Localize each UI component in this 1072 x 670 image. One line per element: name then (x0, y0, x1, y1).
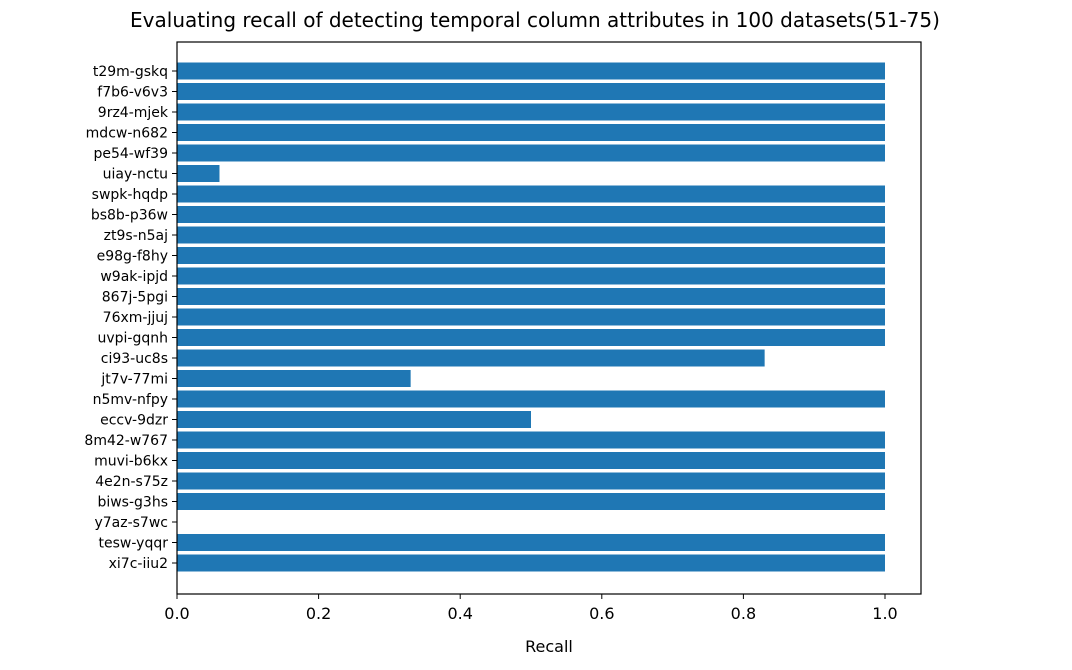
x-tick-label: 0.8 (731, 604, 756, 623)
bar-mdcw-n682 (177, 124, 885, 141)
y-tick-label: n5mv-nfpy (93, 392, 168, 408)
x-tick-label: 0.0 (164, 604, 189, 623)
x-tick-label: 0.4 (447, 604, 472, 623)
y-tick-label: t29m-gskq (93, 64, 168, 80)
bar-ci93-uc8s (177, 349, 765, 367)
chart-title: Evaluating recall of detecting temporal … (130, 8, 940, 32)
bar-pe54-wf39 (177, 144, 885, 162)
bar-8m42-w767 (177, 431, 885, 449)
y-tick-label: muvi-b6kx (94, 454, 168, 470)
y-tick-label: zt9s-n5aj (104, 228, 168, 244)
y-tick-label: uiay-nctu (103, 167, 168, 183)
bar-t29m-gskq (177, 62, 885, 80)
bars-group (177, 62, 885, 572)
bar-w9ak-ipjd (177, 267, 885, 285)
y-tick-label: y7az-s7wc (94, 515, 168, 531)
bar-eccv-9dzr (177, 411, 531, 428)
y-tick-label: jt7v-77mi (100, 372, 168, 388)
bar-76xm-jjuj (177, 308, 885, 326)
bar-muvi-b6kx (177, 452, 885, 469)
bar-n5mv-nfpy (177, 390, 885, 408)
y-tick-label: eccv-9dzr (100, 413, 168, 429)
y-tick-label: mdcw-n682 (86, 126, 168, 142)
y-tick-label: ci93-uc8s (101, 351, 168, 367)
bar-xi7c-iiu2 (177, 554, 885, 572)
plot-frame (176, 41, 922, 595)
bar-uiay-nctu (177, 165, 220, 182)
y-tick-label: 9rz4-mjek (98, 105, 169, 121)
y-axis-ticks: t29m-gskq f7b6-v6v3 9rz4-mjek mdcw-n682 pe54… (84, 64, 177, 572)
bar-zt9s-n5aj (177, 226, 885, 244)
y-tick-label: f7b6-v6v3 (97, 85, 168, 101)
x-tick-label: 0.2 (306, 604, 331, 623)
bar-867j-5pgi (177, 288, 885, 305)
y-tick-label: swpk-hqdp (92, 187, 168, 203)
x-axis-label: Recall (525, 637, 573, 656)
bar-swpk-hqdp (177, 185, 885, 203)
y-tick-label: e98g-f8hy (97, 249, 168, 265)
bar-f7b6-v6v3 (177, 83, 885, 100)
bar-e98g-f8hy (177, 247, 885, 264)
y-tick-label: uvpi-gqnh (97, 331, 168, 347)
y-tick-label: tesw-yqqr (99, 536, 169, 552)
y-tick-label: xi7c-iiu2 (109, 556, 168, 572)
y-tick-label: biws-g3hs (97, 495, 168, 511)
y-tick-label: bs8b-p36w (91, 208, 168, 224)
x-tick-label: 1.0 (872, 604, 897, 623)
bar-jt7v-77mi (177, 370, 411, 387)
x-axis-ticks: 0.0 0.2 0.4 0.6 0.8 1.0 (164, 594, 898, 623)
y-tick-label: pe54-wf39 (93, 146, 168, 162)
bar-uvpi-gqnh (177, 329, 885, 346)
y-tick-label: 4e2n-s75z (95, 474, 168, 490)
bar-4e2n-s75z (177, 472, 885, 490)
bar-tesw-yqqr (177, 534, 885, 551)
bar-biws-g3hs (177, 493, 885, 510)
y-tick-label: w9ak-ipjd (100, 269, 168, 285)
y-tick-label: 76xm-jjuj (103, 310, 168, 326)
y-tick-label: 867j-5pgi (102, 290, 168, 306)
y-tick-label: 8m42-w767 (84, 433, 168, 449)
x-tick-label: 0.6 (589, 604, 614, 623)
bar-bs8b-p36w (177, 206, 885, 223)
bar-9rz4-mjek (177, 103, 885, 121)
